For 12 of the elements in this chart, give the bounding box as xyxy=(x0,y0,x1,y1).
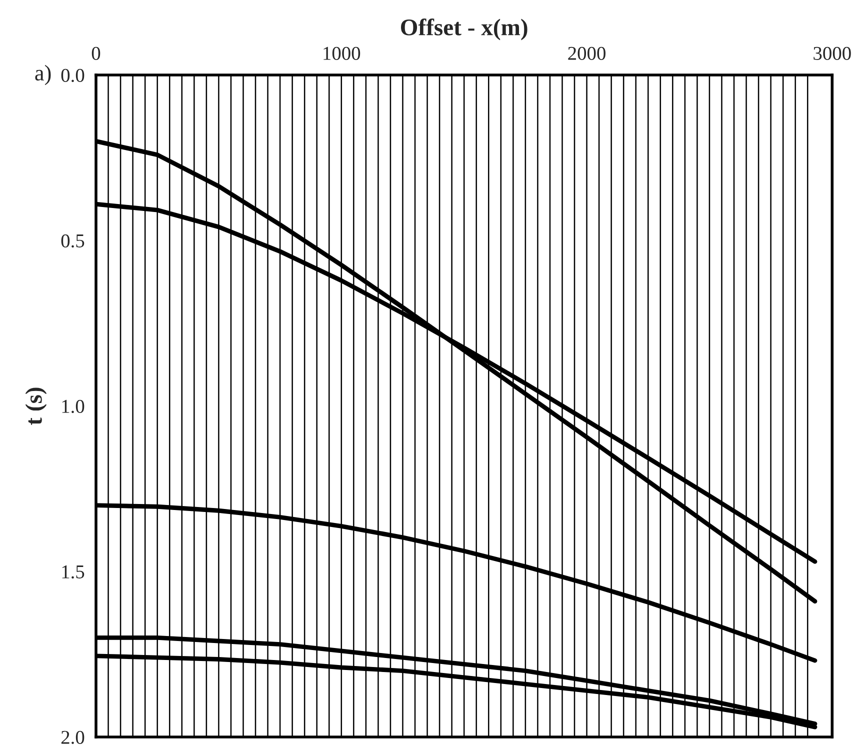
x-tick-label: 0 xyxy=(92,46,100,60)
text: a) xyxy=(35,64,51,86)
x-tick-label: 3000 xyxy=(814,46,851,60)
y-axis-title: t (s) xyxy=(25,388,47,425)
y-tick-label: 0.0 xyxy=(61,68,84,82)
y-tick-label: 0.5 xyxy=(61,234,84,248)
y-tick-label: 2.0 xyxy=(61,730,84,744)
x-tick-label: 1000 xyxy=(324,46,360,60)
x-tick-label: 2000 xyxy=(568,46,606,60)
x-axis-title: Offset - x(m) xyxy=(400,18,528,40)
y-tick-label: 1.5 xyxy=(62,565,84,579)
y-tick-label: 1.0 xyxy=(62,400,84,414)
